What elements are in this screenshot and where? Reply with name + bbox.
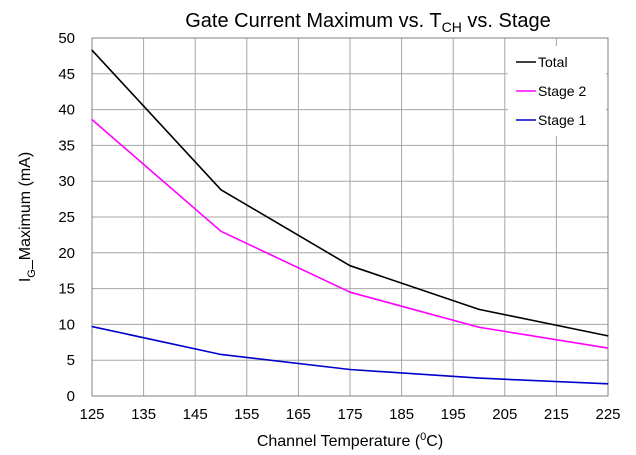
x-tick-label: 185 [389, 406, 414, 423]
data-point-total [91, 49, 93, 51]
x-tick-label: 125 [79, 406, 104, 423]
data-point-stage-2 [220, 230, 222, 232]
y-tick-label: 25 [58, 209, 75, 226]
x-tick-label: 155 [234, 406, 259, 423]
y-tick-label: 20 [58, 245, 75, 262]
data-point-stage-2 [91, 119, 93, 121]
data-point-stage-2 [349, 291, 351, 293]
y-tick-label: 30 [58, 173, 75, 190]
x-tick-label: 195 [441, 406, 466, 423]
chart-title: Gate Current Maximum vs. TCH vs. Stage [185, 10, 551, 35]
data-point-stage-2 [478, 326, 480, 328]
data-point-stage-1 [349, 368, 351, 371]
series-lines [91, 49, 609, 385]
data-point-total [220, 189, 222, 191]
x-tick-label: 205 [492, 406, 517, 423]
data-point-stage-1 [220, 353, 222, 356]
data-point-stage-1 [607, 383, 609, 385]
y-tick-label: 50 [58, 30, 75, 47]
x-tick-label: 225 [595, 406, 620, 423]
legend: Total Stage 2 Stage 1 [508, 46, 606, 136]
data-point-stage-2 [607, 347, 609, 349]
x-tick-label: 135 [131, 406, 156, 423]
y-tick-label: 10 [58, 316, 75, 333]
x-tick-labels: 125 135 145 155 165 175 185 195 205 215 225 [79, 406, 620, 423]
y-tick-label: 5 [67, 352, 75, 369]
data-point-stage-1 [91, 325, 93, 328]
data-point-total [607, 335, 609, 337]
legend-label-total: Total [538, 54, 568, 70]
x-tick-label: 145 [183, 406, 208, 423]
y-tick-label: 45 [58, 66, 75, 83]
y-axis-label: IG_Maximum (mA) [17, 152, 38, 282]
y-tick-labels: 0 5 10 15 20 25 30 35 40 45 50 [58, 30, 75, 405]
x-tick-label: 215 [544, 406, 569, 423]
data-point-stage-1 [478, 377, 480, 379]
x-axis-label: Channel Temperature (0C) [257, 431, 443, 450]
y-tick-label: 35 [58, 137, 75, 154]
data-point-total [478, 308, 480, 310]
y-tick-label: 15 [58, 281, 75, 298]
legend-label-stage-1: Stage 1 [538, 112, 586, 128]
y-tick-label: 40 [58, 102, 75, 119]
plot-border [91, 37, 609, 397]
x-tick-label: 165 [286, 406, 311, 423]
legend-label-stage-2: Stage 2 [538, 83, 586, 99]
data-point-total [349, 265, 351, 267]
y-tick-label: 0 [67, 388, 75, 405]
x-tick-label: 175 [337, 406, 362, 423]
